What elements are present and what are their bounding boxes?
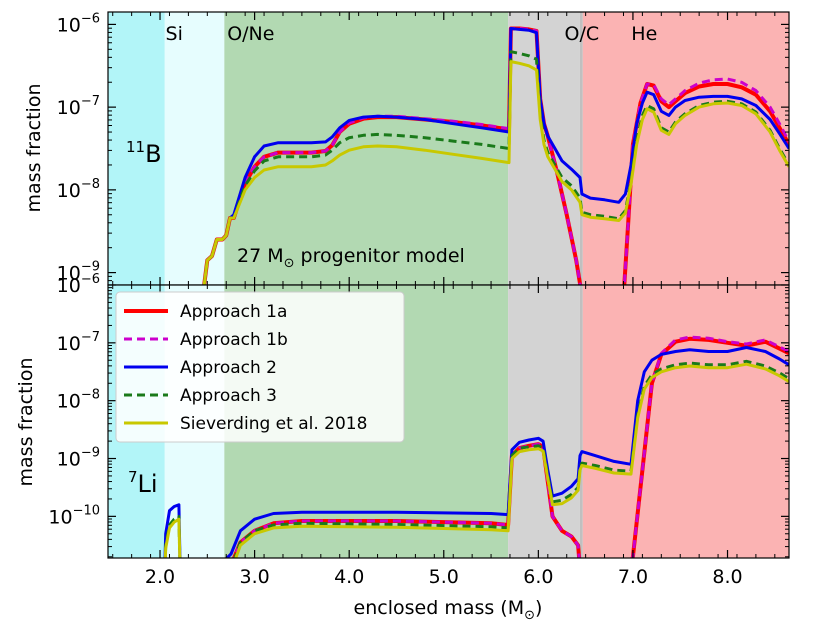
y-tick-label: 10−6 bbox=[57, 11, 100, 36]
x-tick-label: 6.0 bbox=[523, 566, 553, 588]
y-tick-label: 10−7 bbox=[57, 94, 100, 119]
legend-label-approach-3: Approach 3 bbox=[180, 386, 277, 406]
zone-label-he: He bbox=[631, 23, 657, 45]
legend-label-approach-1b: Approach 1b bbox=[180, 330, 288, 350]
zone-band-1 bbox=[164, 12, 225, 285]
y-tick-label: 10−10 bbox=[48, 503, 100, 528]
legend: Approach 1a Approach 1b Approach 2 Approach… bbox=[115, 291, 405, 443]
zone-band-5 bbox=[582, 285, 789, 558]
series-line-approach-3 bbox=[163, 359, 789, 558]
zone-band-4 bbox=[579, 285, 583, 558]
series-line-approach-1b bbox=[232, 335, 789, 558]
legend-box bbox=[115, 291, 405, 443]
x-tick-label: 7.0 bbox=[618, 566, 648, 588]
y-axis-label-bottom: mass fraction bbox=[15, 358, 37, 487]
y-tick-label: 10−7 bbox=[57, 330, 100, 355]
zone-band-0 bbox=[108, 12, 165, 285]
zone-label-o-ne: O/Ne bbox=[227, 23, 274, 45]
y-tick-label: 10−6 bbox=[57, 272, 100, 297]
zone-label-o-c: O/C bbox=[565, 23, 600, 45]
x-axis-label: enclosed mass (M⊙) bbox=[354, 597, 543, 623]
x-tick-label: 8.0 bbox=[712, 566, 742, 588]
zone-label-si: Si bbox=[166, 23, 183, 45]
species-label-li7: 7Li bbox=[128, 468, 158, 498]
y-axis-label-top: mass fraction bbox=[23, 84, 45, 213]
axes-frame-bottom bbox=[107, 284, 790, 559]
y-tick-label: 10−9 bbox=[57, 260, 100, 285]
x-tick-label: 3.0 bbox=[239, 566, 269, 588]
progenitor-annotation: 27 M⊙ progenitor model bbox=[237, 245, 465, 271]
legend-label-sieverding-et-al-2018: Sieverding et al. 2018 bbox=[180, 414, 367, 434]
legend-label-approach-2: Approach 2 bbox=[180, 358, 277, 378]
panel-lithium-7: 10−610−710−810−910−10 7Li mass fraction … bbox=[15, 272, 790, 559]
zone-band-2 bbox=[224, 12, 509, 285]
series-line-sieverding-et-al-2018 bbox=[202, 60, 789, 285]
y-tick-label: 10−9 bbox=[57, 446, 100, 471]
zone-band-5 bbox=[582, 12, 789, 285]
y-tick-label: 10−8 bbox=[57, 388, 100, 413]
x-tick-label: 2.0 bbox=[145, 566, 175, 588]
y-tick-label: 10−8 bbox=[57, 177, 100, 202]
species-label-b11: 11B bbox=[126, 138, 162, 168]
x-tick-label: 4.0 bbox=[334, 566, 364, 588]
x-tick-label: 5.0 bbox=[429, 566, 459, 588]
panel-boron-11: 10−6 10−7 10−8 10−9 Si O/Ne O/C He 11B 27 M⊙ p… bbox=[23, 11, 790, 286]
legend-label-approach-1a: Approach 1a bbox=[180, 302, 287, 322]
series-line-sieverding-et-al-2018 bbox=[163, 362, 789, 558]
series-line-approach-2 bbox=[202, 27, 789, 285]
zone-band-4 bbox=[579, 12, 583, 285]
zone-band-3 bbox=[508, 285, 580, 558]
